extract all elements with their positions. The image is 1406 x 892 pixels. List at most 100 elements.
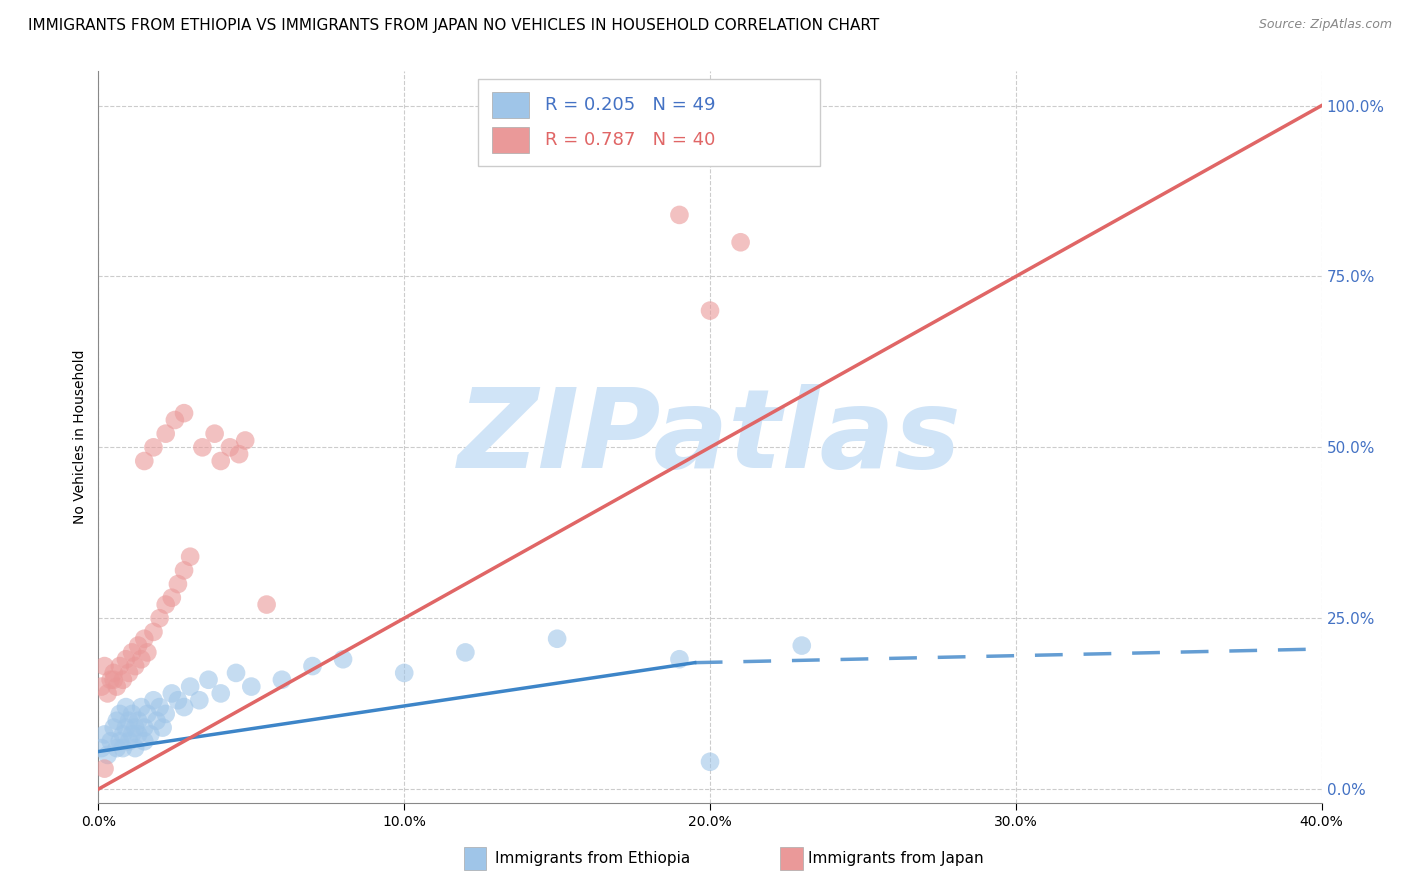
Point [108, 706, 131, 721]
Point [124, 659, 146, 673]
Point [142, 693, 165, 707]
Point [270, 673, 292, 687]
Point [100, 734, 122, 748]
Point [256, 598, 278, 612]
Point [118, 714, 141, 728]
Point [173, 406, 195, 420]
Point [134, 632, 156, 646]
Point [173, 700, 195, 714]
Point [108, 734, 131, 748]
Point [668, 208, 690, 222]
Point [111, 741, 134, 756]
Point [139, 727, 162, 741]
Point [115, 652, 138, 666]
Point [730, 235, 752, 250]
Point [204, 426, 226, 441]
Point [108, 659, 131, 673]
Point [93, 727, 115, 741]
FancyBboxPatch shape [478, 78, 820, 167]
Point [100, 673, 122, 687]
Point [129, 700, 152, 714]
Point [118, 734, 141, 748]
Point [546, 632, 568, 646]
Y-axis label: No Vehicles in Household: No Vehicles in Household [73, 350, 87, 524]
Point [155, 426, 177, 441]
Point [134, 734, 156, 748]
Point [191, 440, 214, 454]
Point [111, 673, 134, 687]
Point [233, 434, 256, 448]
Point [127, 727, 149, 741]
Text: IMMIGRANTS FROM ETHIOPIA VS IMMIGRANTS FROM JAPAN NO VEHICLES IN HOUSEHOLD CORRE: IMMIGRANTS FROM ETHIOPIA VS IMMIGRANTS F… [28, 18, 879, 33]
Point [115, 721, 138, 735]
Point [111, 727, 134, 741]
Point [127, 714, 149, 728]
Text: Immigrants from Ethiopia: Immigrants from Ethiopia [495, 851, 690, 865]
Point [134, 721, 156, 735]
Point [228, 447, 250, 461]
FancyBboxPatch shape [492, 127, 529, 153]
Point [90, 741, 112, 756]
Point [197, 673, 219, 687]
Point [149, 611, 172, 625]
Point [145, 714, 167, 728]
Text: Immigrants from Japan: Immigrants from Japan [808, 851, 984, 865]
Point [668, 652, 690, 666]
Point [134, 454, 156, 468]
Point [121, 727, 143, 741]
Point [155, 706, 177, 721]
Point [179, 680, 201, 694]
Point [124, 741, 146, 756]
Point [127, 639, 149, 653]
Point [115, 700, 138, 714]
Point [240, 680, 263, 694]
Point [118, 665, 141, 680]
Point [160, 686, 183, 700]
Point [209, 686, 232, 700]
Point [129, 652, 152, 666]
Point [225, 665, 247, 680]
Point [790, 639, 813, 653]
Point [103, 665, 125, 680]
Point [121, 645, 143, 659]
Text: R = 0.787   N = 40: R = 0.787 N = 40 [546, 131, 716, 149]
Point [163, 413, 186, 427]
Point [90, 680, 112, 694]
Point [136, 645, 159, 659]
Point [93, 659, 115, 673]
Point [149, 700, 172, 714]
FancyBboxPatch shape [492, 92, 529, 118]
Point [136, 706, 159, 721]
Point [97, 747, 120, 762]
Point [103, 721, 125, 735]
Point [124, 721, 146, 735]
Text: ZIPatlas: ZIPatlas [458, 384, 962, 491]
Point [97, 686, 120, 700]
Point [142, 440, 165, 454]
Point [179, 549, 201, 564]
Point [167, 693, 190, 707]
Point [301, 659, 323, 673]
Point [188, 693, 211, 707]
Point [105, 714, 128, 728]
Text: R = 0.205   N = 49: R = 0.205 N = 49 [546, 96, 716, 114]
Point [454, 645, 477, 659]
Point [209, 454, 232, 468]
Point [167, 577, 190, 591]
Point [103, 673, 125, 687]
Point [155, 598, 177, 612]
Point [332, 652, 354, 666]
Point [699, 303, 721, 318]
Point [392, 665, 416, 680]
Point [152, 721, 174, 735]
Text: Source: ZipAtlas.com: Source: ZipAtlas.com [1258, 18, 1392, 31]
Point [93, 762, 115, 776]
Point [219, 440, 242, 454]
Point [105, 680, 128, 694]
Point [121, 706, 143, 721]
Point [105, 741, 128, 756]
Point [142, 624, 165, 639]
Point [699, 755, 721, 769]
Point [173, 563, 195, 577]
Point [160, 591, 183, 605]
